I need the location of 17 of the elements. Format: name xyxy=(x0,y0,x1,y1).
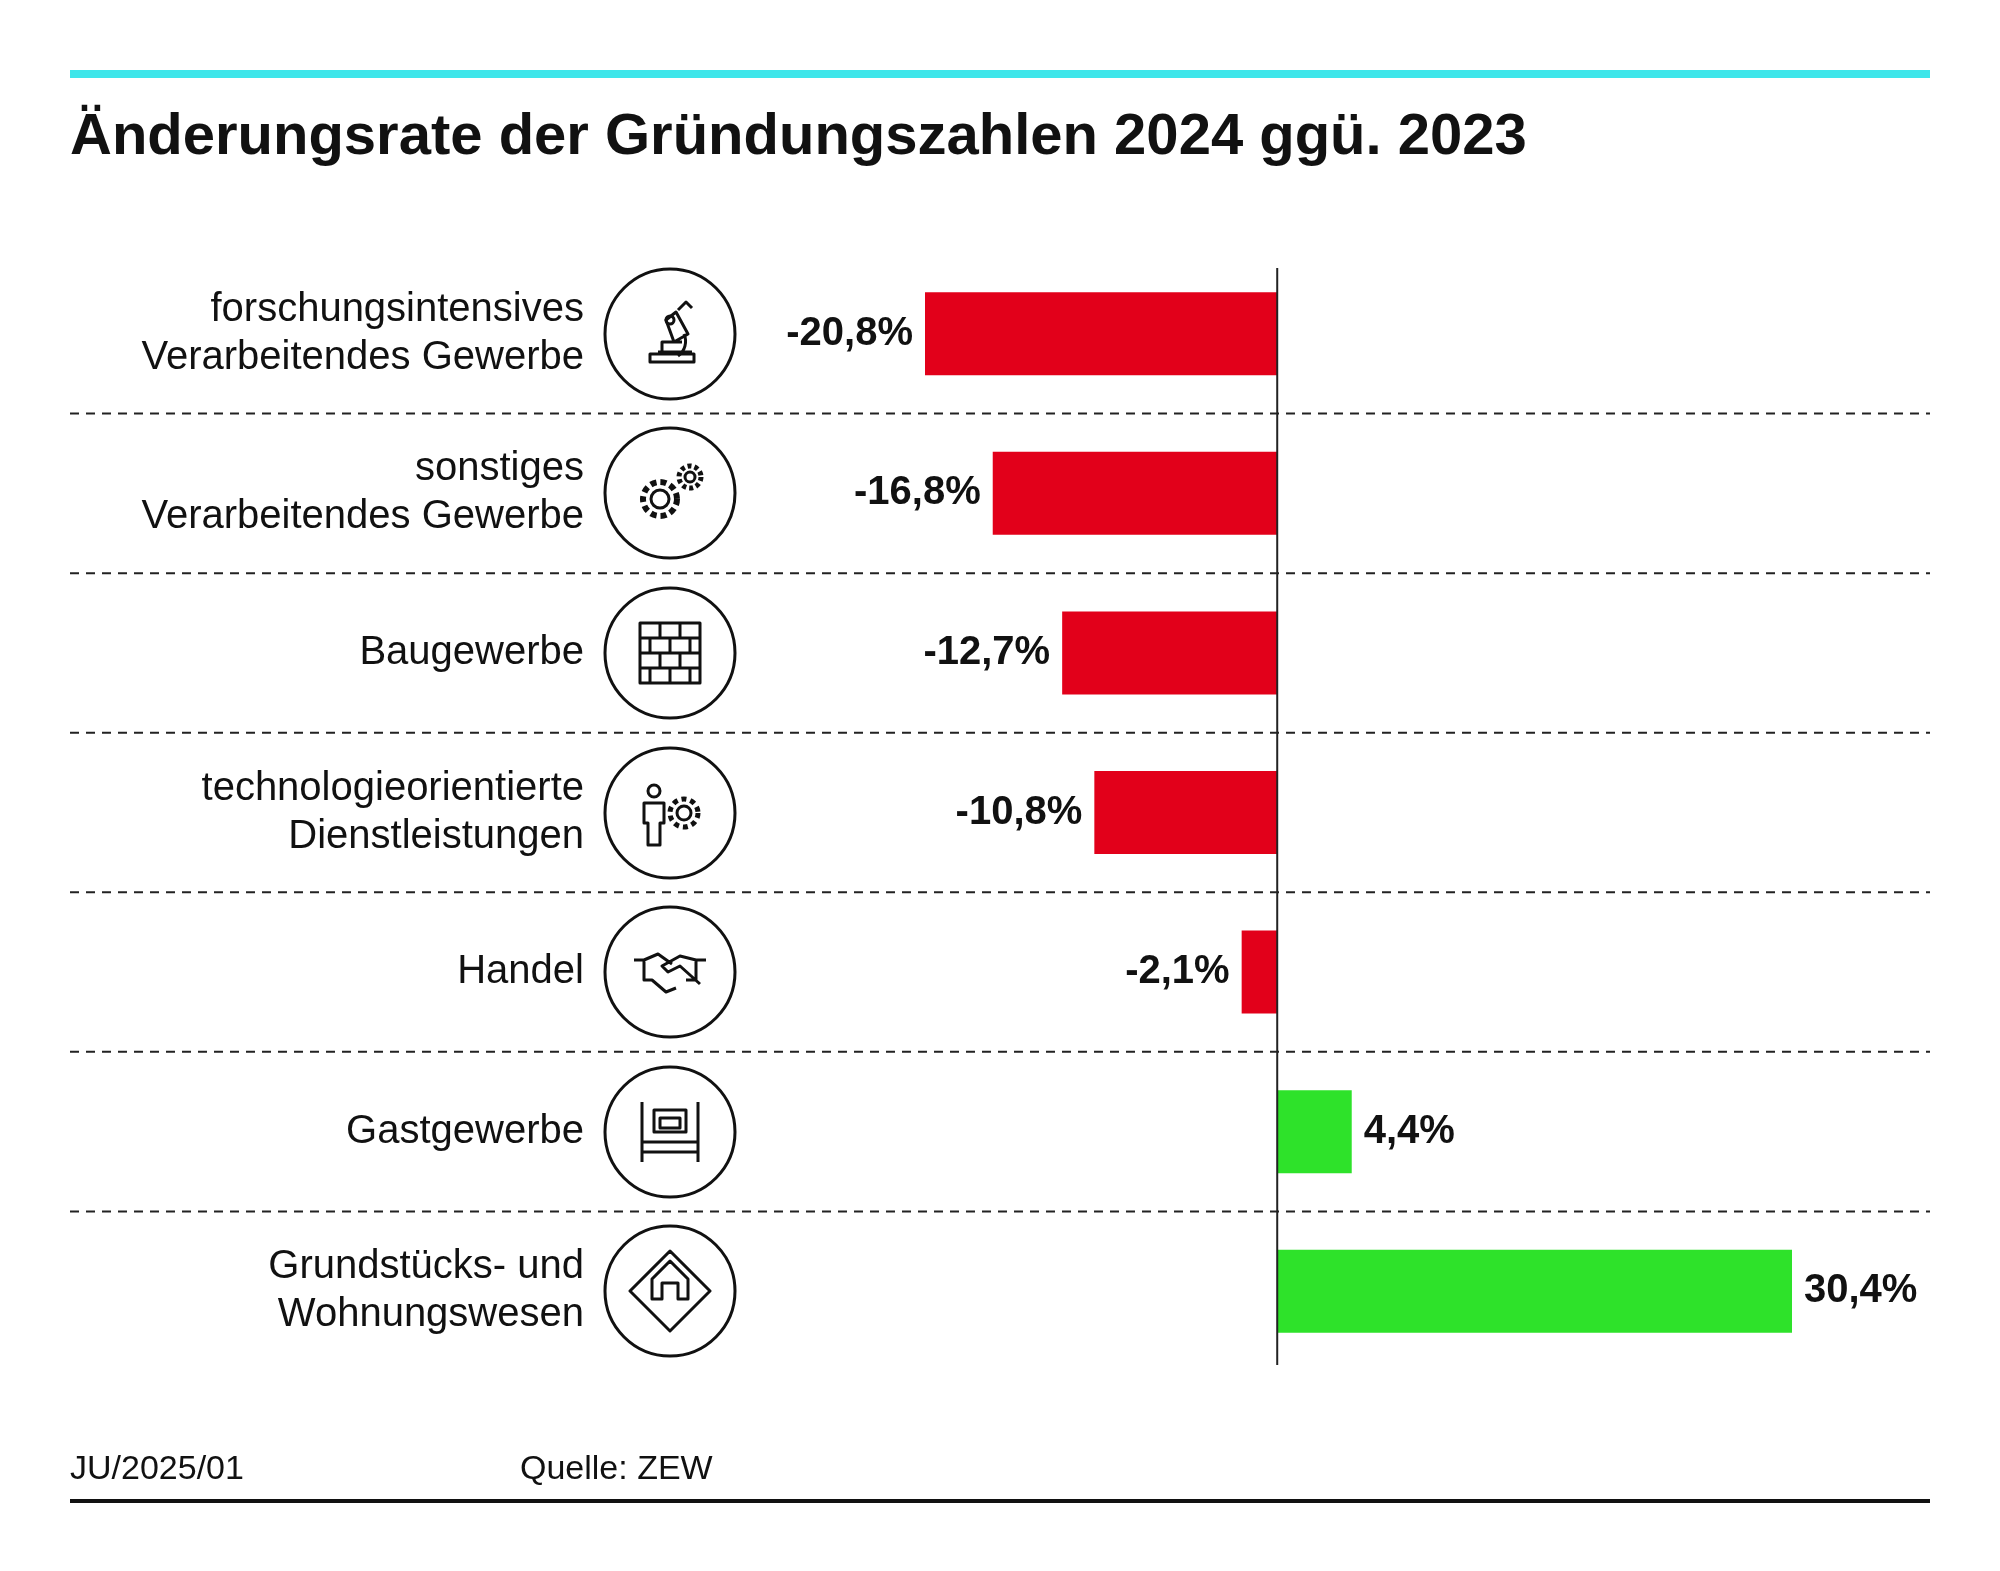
y-tick-label: forschungsintensives Verarbeitendes Gewerbe xyxy=(141,284,584,377)
y-tick-label: Baugewerbe xyxy=(359,627,584,672)
chart-title: Änderungsrate der Gründungszahlen 2024 ggü. 2023 xyxy=(70,100,1527,167)
data-label: -20,8% xyxy=(786,308,913,353)
y-tick-label: Grundstücks- und Wohnungswesen xyxy=(268,1242,584,1335)
data-label: 4,4% xyxy=(1363,1106,1455,1151)
y-tick-label: Gastgewerbe xyxy=(346,1106,584,1151)
y-tick-label: Handel xyxy=(457,947,584,992)
y-tick-label: technologieorientierte Dienstleistungen xyxy=(201,763,584,856)
source-note: Quelle: ZEW xyxy=(520,1448,713,1487)
data-label: -16,8% xyxy=(853,468,981,513)
text: JU/2025/01 xyxy=(70,1448,244,1487)
data-label: 30,4% xyxy=(1804,1266,1918,1311)
data-label: -10,8% xyxy=(955,787,1083,832)
data-label: -2,1% xyxy=(1125,947,1230,992)
y-tick-label: sonstiges Verarbeitendes Gewerbe xyxy=(141,444,584,537)
data-label: -12,7% xyxy=(923,627,1051,672)
